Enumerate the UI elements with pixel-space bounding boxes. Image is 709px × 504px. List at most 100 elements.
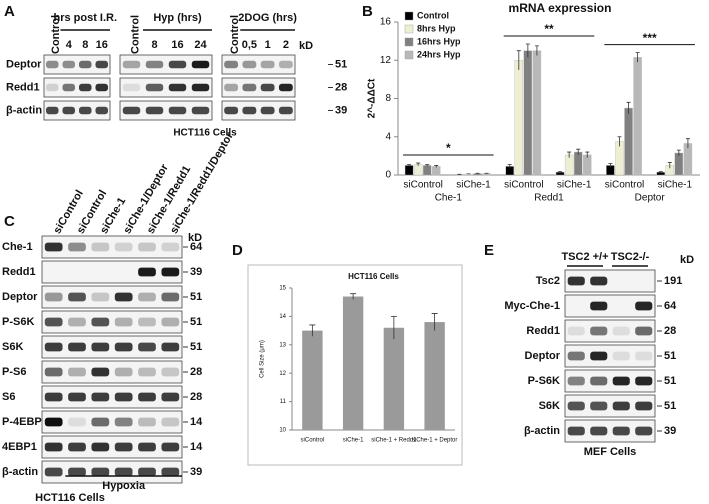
legend-label: Control — [417, 10, 449, 20]
band — [278, 106, 293, 115]
error-bar — [534, 45, 539, 56]
kd-label: 39 — [335, 104, 347, 116]
significance-mark: *** — [643, 31, 657, 45]
band — [122, 60, 141, 69]
row-label: β-actin — [2, 466, 38, 478]
band — [161, 392, 180, 402]
error-bar — [667, 162, 672, 169]
band — [91, 367, 110, 377]
band — [168, 106, 187, 115]
band — [62, 106, 76, 115]
band — [45, 60, 59, 69]
band — [114, 342, 133, 352]
bar — [624, 107, 633, 176]
band — [612, 426, 630, 436]
band — [45, 83, 59, 92]
kd-label: 51 — [190, 291, 202, 303]
band — [91, 417, 110, 427]
lane-label: 1 — [265, 39, 271, 51]
bar — [573, 151, 583, 176]
panel-letter: B — [362, 3, 373, 20]
x-tick-label: siChe-1 + Redd1 — [371, 438, 417, 444]
y-tick-label: 15 — [279, 286, 286, 292]
band — [138, 442, 156, 452]
band — [260, 106, 275, 115]
legend-label: 8hrs Hyp — [417, 23, 456, 33]
group-label: Che-1 — [435, 193, 463, 204]
band — [91, 242, 110, 252]
band — [278, 83, 293, 92]
kd-label: 64 — [664, 300, 677, 312]
x-tick-label: siControl — [504, 180, 543, 191]
band — [62, 83, 76, 92]
band — [95, 106, 109, 115]
group-label: Deptor — [635, 193, 666, 204]
row-label: Deptor — [2, 291, 38, 303]
band — [138, 267, 156, 277]
band — [145, 60, 164, 69]
band — [114, 417, 133, 427]
x-tick-label: siChe-1 — [557, 180, 592, 191]
bar — [302, 330, 323, 430]
band — [590, 326, 608, 336]
bar — [413, 164, 423, 176]
row-label: Deptor — [6, 58, 42, 70]
band — [242, 83, 257, 92]
band — [138, 342, 156, 352]
kd-label: 39 — [664, 425, 676, 437]
group-title: TSC2-/- — [611, 251, 650, 263]
band — [161, 267, 180, 277]
row-label: Deptor — [525, 350, 561, 362]
group-title: 2DOG (hrs) — [238, 12, 297, 24]
blot-frame — [564, 269, 656, 293]
band — [44, 292, 63, 302]
significance-mark: ** — [544, 22, 554, 36]
lane-label: 8 — [151, 39, 157, 51]
band — [260, 83, 275, 92]
band — [45, 106, 59, 115]
error-bar — [434, 165, 439, 168]
band — [91, 292, 110, 302]
x-tick-label: siChe-1 + Deptor — [412, 438, 458, 444]
y-tick-label: 10 — [279, 428, 286, 434]
blot-frame — [119, 77, 213, 98]
row-label: S6K — [539, 400, 560, 412]
bar — [383, 327, 405, 430]
row-label: β-actin — [6, 104, 42, 116]
error-bar — [585, 151, 590, 158]
error-bar — [617, 136, 622, 147]
blot-frame — [41, 335, 183, 359]
band — [138, 242, 156, 252]
band — [590, 426, 608, 436]
error-bar — [626, 101, 631, 114]
lane-label: Control — [50, 15, 62, 54]
kd-label: 39 — [190, 266, 202, 278]
band — [612, 376, 630, 386]
lane-label: 2 — [283, 39, 289, 51]
band — [567, 376, 585, 386]
blot-frame — [43, 100, 111, 121]
y-tick-label: 12 — [279, 371, 286, 377]
band — [78, 106, 92, 115]
kd-label: 191 — [664, 275, 682, 287]
error-bar — [407, 164, 412, 167]
bar — [633, 57, 642, 176]
x-tick-label: siChe-1 — [658, 180, 693, 191]
band — [91, 392, 110, 402]
y-tick-label: 4 — [385, 131, 391, 142]
row-label: P-S6K — [528, 375, 560, 387]
y-tick-label: 8 — [385, 93, 391, 104]
row-label: Che-1 — [2, 241, 33, 253]
kd-label: 51 — [664, 350, 676, 362]
band — [191, 60, 210, 69]
band — [114, 367, 133, 377]
x-tick-label: siControl — [403, 180, 442, 191]
bar — [342, 296, 364, 430]
kd-label: 51 — [335, 58, 347, 70]
band — [145, 83, 164, 92]
band — [138, 392, 156, 402]
band — [44, 317, 63, 327]
error-bar — [608, 163, 613, 168]
blot-frame — [41, 385, 183, 409]
